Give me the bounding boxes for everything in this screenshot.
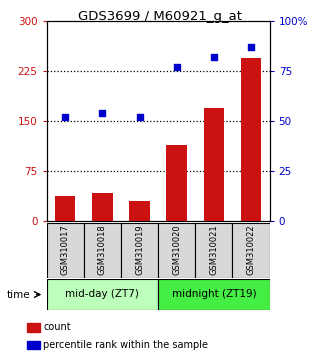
Bar [158,223,195,278]
Text: GSM310022: GSM310022 [247,224,256,275]
Bar [47,223,84,278]
Text: GSM310018: GSM310018 [98,224,107,275]
Point [211,55,216,60]
Point [174,64,179,70]
Bar [121,223,158,278]
Bar [27,341,40,349]
Bar [241,58,261,221]
Point [248,44,254,50]
Text: percentile rank within the sample: percentile rank within the sample [43,340,208,350]
Text: time: time [6,290,30,299]
Bar [129,201,150,221]
Text: GSM310020: GSM310020 [172,224,181,275]
Bar [47,279,158,310]
Text: GSM310017: GSM310017 [61,224,70,275]
Bar [27,323,40,332]
Text: GSM310019: GSM310019 [135,224,144,275]
Text: GSM310021: GSM310021 [209,224,218,275]
Bar [195,223,232,278]
Text: count: count [43,322,71,332]
Text: midnight (ZT19): midnight (ZT19) [171,289,256,299]
Bar [232,223,270,278]
Bar [204,108,224,221]
Bar [158,279,270,310]
Bar [167,144,187,221]
Bar [55,196,75,221]
Bar [84,223,121,278]
Point [100,110,105,116]
Text: mid-day (ZT7): mid-day (ZT7) [65,289,139,299]
Point [63,114,68,120]
Text: GDS3699 / M60921_g_at: GDS3699 / M60921_g_at [79,10,242,23]
Bar [92,193,113,221]
Point [137,114,142,120]
